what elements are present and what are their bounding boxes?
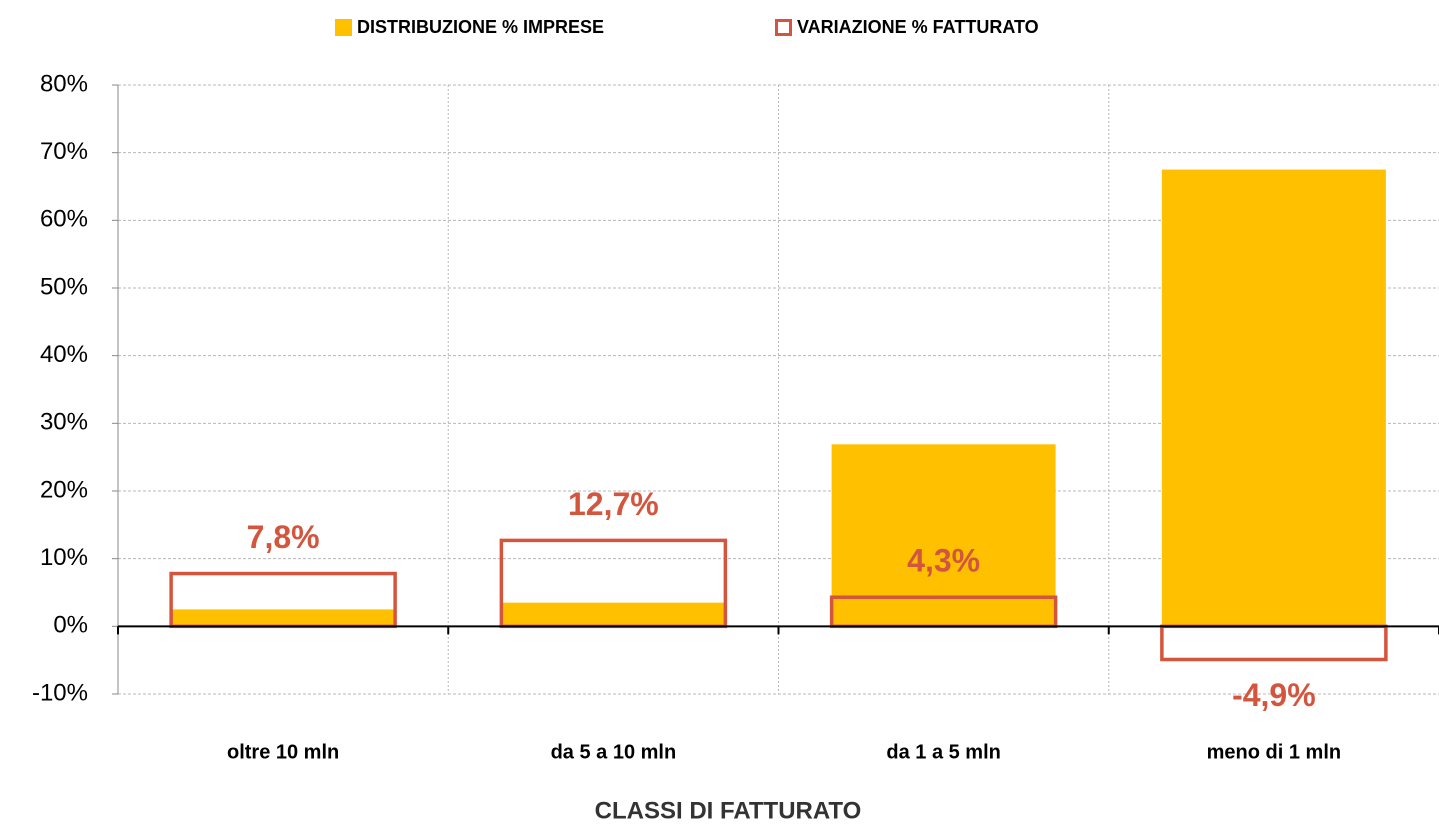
data-label: 7,8%	[247, 519, 320, 555]
x-tick-label: da 5 a 10 mln	[551, 741, 677, 763]
bar	[831, 444, 1056, 627]
data-label: -4,9%	[1232, 677, 1316, 713]
y-tick-label: 70%	[40, 138, 88, 165]
x-tick-label: meno di 1 mln	[1207, 741, 1341, 763]
bar	[1161, 169, 1386, 627]
y-tick-label: 30%	[40, 409, 88, 436]
x-axis-title: CLASSI DI FATTURATO	[595, 797, 862, 824]
y-tick-label: 50%	[40, 273, 88, 300]
y-tick-label: 40%	[40, 341, 88, 368]
legend-label: VARIAZIONE % FATTURATO	[797, 17, 1039, 37]
bar	[501, 602, 726, 627]
bar	[171, 609, 396, 627]
y-tick-label: 0%	[53, 612, 88, 639]
y-tick-label: -10%	[32, 679, 88, 706]
data-label: 12,7%	[568, 486, 659, 522]
bar-outline	[1160, 624, 1388, 662]
y-tick-label: 60%	[40, 206, 88, 233]
y-tick-label: 20%	[40, 476, 88, 503]
y-tick-label: 80%	[40, 70, 88, 97]
y-tick-label: 10%	[40, 544, 88, 571]
legend-swatch	[775, 19, 792, 36]
x-tick-label: da 1 a 5 mln	[886, 741, 1001, 763]
legend-swatch	[335, 19, 352, 36]
x-tick-label: oltre 10 mln	[227, 741, 339, 763]
data-label: 4,3%	[907, 543, 980, 579]
legend-label: DISTRIBUZIONE % IMPRESE	[357, 17, 604, 37]
